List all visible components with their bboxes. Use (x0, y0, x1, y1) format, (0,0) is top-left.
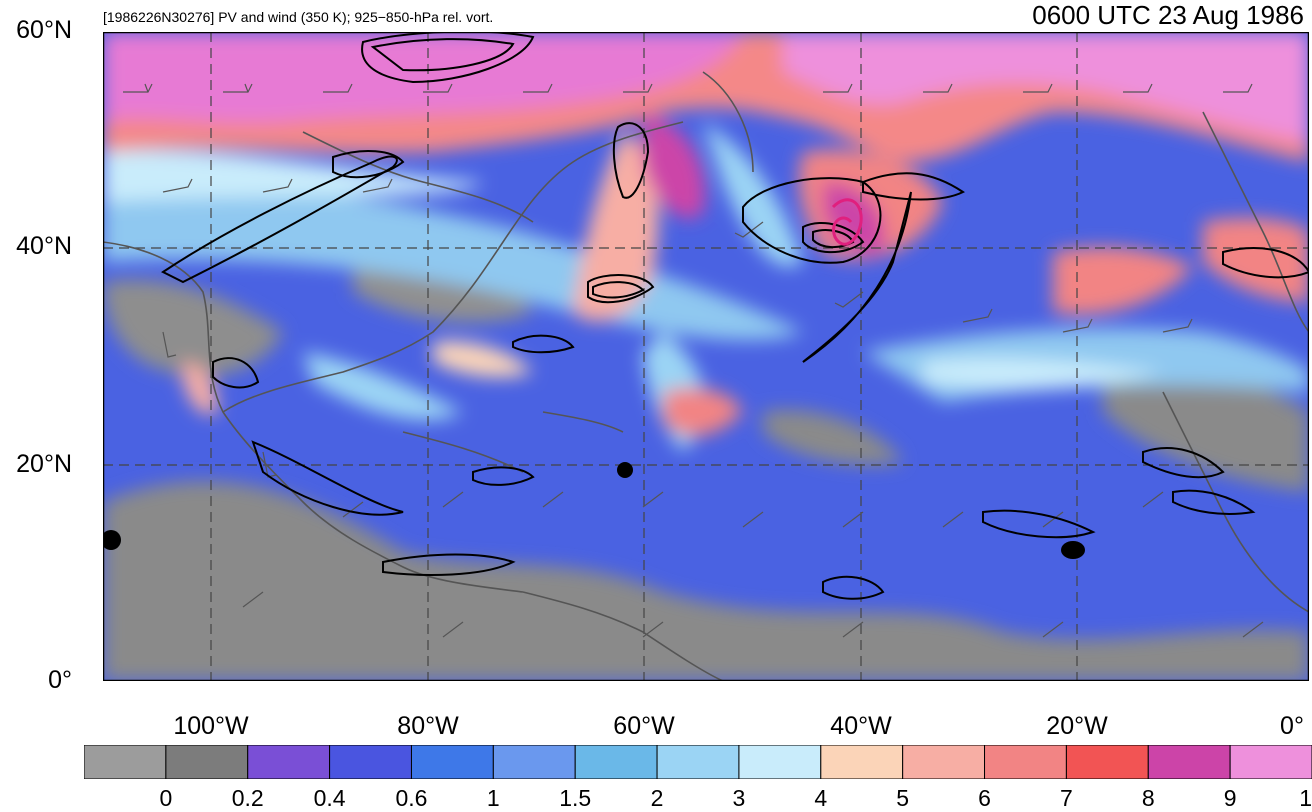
colorbar-swatch (1229, 745, 1312, 779)
colorbar-swatch (247, 745, 331, 779)
colorbar-tick-label: 7 (1059, 785, 1073, 811)
vorticity-max-marker (1061, 541, 1085, 559)
lon-label-100w: 100°W (173, 712, 249, 740)
colorbar-tick-label: 4 (814, 785, 828, 811)
lat-label-40n: 40°N (16, 232, 72, 260)
colorbar-tick-label: 0.6 (395, 785, 428, 811)
lat-label-0: 0° (48, 666, 72, 694)
colorbar-tick-label: 6 (978, 785, 991, 811)
colorbar-tick-label: 0.2 (231, 785, 264, 811)
colorbar-tick-label: 8 (1141, 785, 1155, 811)
lon-label-20w: 20°W (1046, 712, 1108, 740)
vorticity-max-marker (617, 462, 633, 478)
coastlines (103, 71, 1309, 681)
map-frame (103, 32, 1309, 681)
colorbar-tick-label: 0 (159, 785, 173, 811)
colorbar-tick-label: 1 (486, 785, 500, 811)
graticule (103, 32, 1309, 681)
wind-barbs (123, 83, 1264, 638)
lon-label-60w: 60°W (613, 712, 675, 740)
colorbar-swatch (165, 745, 249, 779)
colorbar-swatch (329, 745, 412, 779)
colorbar-tick-label: 10 (1299, 785, 1312, 811)
colorbar-tick-label: 5 (896, 785, 910, 811)
colorbar-swatch (984, 745, 1067, 779)
colorbar-swatch (820, 745, 904, 779)
colorbar-swatch (492, 745, 576, 779)
colorbar-swatch (574, 745, 658, 779)
plot-subtitle: [1986226N30276] PV and wind (350 K); 925… (103, 9, 494, 25)
vorticity-contours (161, 32, 1309, 600)
colorbar-tick-label: 3 (732, 785, 746, 811)
lon-label-80w: 80°W (397, 712, 459, 740)
colorbar-tick-label: 9 (1223, 785, 1237, 811)
storm-center-contour (831, 198, 863, 246)
colorbar (84, 745, 1312, 779)
vorticity-max-marker (103, 530, 121, 550)
colorbar-swatch (1147, 745, 1231, 779)
lon-label-40w: 40°W (830, 712, 892, 740)
colorbar-swatch (656, 745, 740, 779)
colorbar-swatch (738, 745, 822, 779)
colorbar-swatch (410, 745, 494, 779)
pv-shading (103, 32, 1309, 681)
pv-wind-map (103, 32, 1309, 681)
colorbar-tick-label: 1.5 (559, 785, 592, 811)
colorbar-tick-label: 0.4 (313, 785, 346, 811)
lat-label-20n: 20°N (16, 450, 72, 478)
colorbar-tick-label: 2 (650, 785, 664, 811)
colorbar-swatch (84, 745, 167, 779)
colorbar-swatch (1065, 745, 1149, 779)
colorbar-swatch (902, 745, 986, 779)
plot-datetime: 0600 UTC 23 Aug 1986 (1032, 0, 1304, 30)
lon-label-0: 0° (1280, 712, 1304, 740)
lat-label-60n: 60°N (16, 16, 72, 44)
